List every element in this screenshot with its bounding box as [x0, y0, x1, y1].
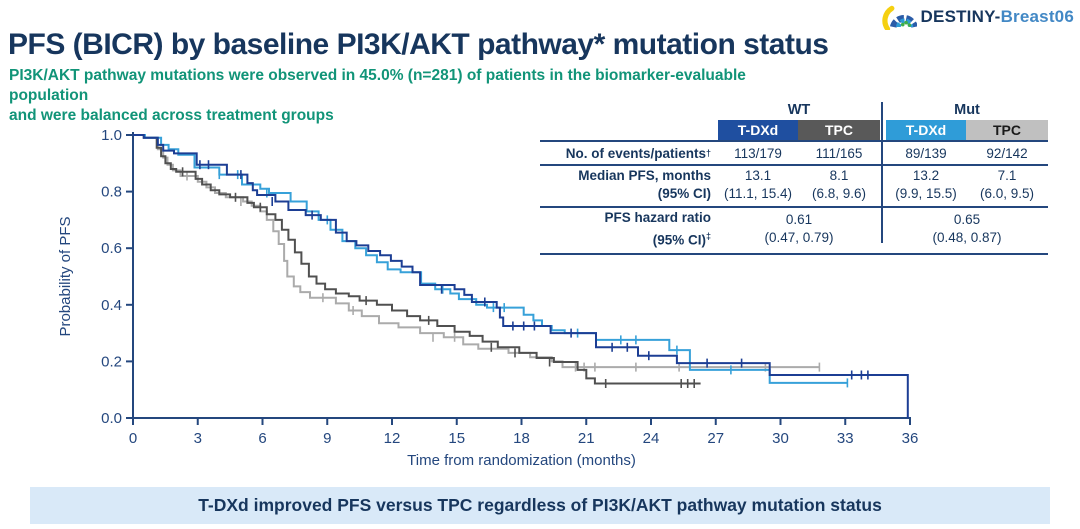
- col-header-tpc-wt: TPC: [798, 120, 880, 140]
- km-plot-svg: 0.00.20.40.60.81.00 3 6 9 12 15 18 21 24 27 30 33 36…: [57, 127, 919, 469]
- km-curve-tpc-mut-: [133, 134, 820, 369]
- events-label: No. of events/patients †: [565, 145, 711, 161]
- dagger-footnote-marker: †: [705, 148, 711, 158]
- x-tick-label: 36: [902, 430, 919, 447]
- col-header-tpc-mut: TPC: [966, 120, 1048, 140]
- group-header-wt: WT: [787, 102, 811, 118]
- table-row-median-pfs: Median PFS, months (95% CI) 13.1 (11.1, 15…: [540, 166, 1048, 208]
- results-table: WT Mut T-DXd TPC T-DXd TPC No. of events…: [540, 100, 1048, 255]
- page-title: PFS (BICR) by baseline PI3K/AKT pathway*…: [8, 28, 829, 61]
- km-curve-tpc-wt-: [133, 134, 701, 385]
- group-header-mut: Mut: [954, 102, 980, 118]
- y-tick-label: 1.0: [101, 127, 122, 144]
- logo-text-destiny: DESTINY-: [920, 6, 1001, 26]
- median-tpc-mut: 7.1 (6.0, 9.5): [979, 168, 1035, 201]
- km-plot: 0.0 0.2 0.4 0.6 0.8 1.0 0 3 6 9 12 15 18 21 24 27 30 33 36…: [40, 122, 970, 477]
- events-tpc-mut: 92/142: [986, 145, 1028, 161]
- x-tick-label: 27: [707, 430, 724, 447]
- col-header-tdxd-mut: T-DXd: [886, 120, 966, 140]
- x-tick-label: 12: [384, 430, 401, 447]
- conclusion-text: T-DXd improved PFS versus TPC regardless…: [198, 495, 882, 515]
- x-tick-label: 3: [194, 430, 202, 447]
- km-curve-t-dxd-wt-: [133, 134, 909, 418]
- x-tick-label: 15: [448, 430, 465, 447]
- events-tpc-wt: 111/165: [815, 145, 863, 161]
- y-tick-label: 0.6: [101, 240, 122, 257]
- table-column-header-row: T-DXd TPC T-DXd TPC: [540, 120, 1048, 140]
- subtitle-line-2: and were balanced across treatment group…: [9, 107, 334, 124]
- col-header-tdxd-wt: T-DXd: [718, 120, 798, 140]
- x-tick-label: 30: [772, 430, 789, 447]
- y-tick-label: 0.0: [101, 410, 122, 427]
- logo-text-breast06: Breast06: [1000, 6, 1074, 26]
- wt-mut-divider-line: [881, 102, 883, 243]
- events-tdxd-mut: 89/139: [905, 145, 947, 161]
- median-tdxd-mut: 13.2 (9.9, 15.5): [895, 168, 957, 201]
- x-tick-label: 18: [513, 430, 530, 447]
- y-tick-label: 0.8: [101, 184, 122, 201]
- x-tick-label: 33: [837, 430, 854, 447]
- x-tick-label: 21: [578, 430, 595, 447]
- events-tdxd-wt: 113/179: [734, 145, 782, 161]
- median-pfs-label: Median PFS, months (95% CI): [578, 168, 711, 201]
- destiny-logo-icon: [881, 5, 917, 30]
- double-dagger-footnote-marker: ‡: [705, 231, 711, 241]
- y-tick-label: 0.2: [101, 353, 122, 370]
- median-tpc-wt: 8.1 (6.8, 9.6): [811, 168, 867, 201]
- y-axis-title: Probability of PFS: [57, 216, 74, 336]
- x-tick-label: 6: [258, 430, 266, 447]
- y-tick-label: 0.4: [101, 297, 122, 314]
- x-tick-label: 24: [643, 430, 660, 447]
- hazard-ratio-label: PFS hazard ratio (95% CI)‡: [604, 210, 711, 248]
- subtitle-line-1: PI3K/AKT pathway mutations were observed…: [9, 67, 746, 104]
- hazard-ratio-mut: 0.65 (0.48, 0.87): [932, 212, 1002, 246]
- hazard-ratio-wt: 0.61 (0.47, 0.79): [764, 212, 834, 246]
- table-row-events: No. of events/patients † 113/179 111/165 …: [540, 140, 1048, 166]
- conclusion-banner: T-DXd improved PFS versus TPC regardless…: [30, 487, 1050, 524]
- median-tdxd-wt: 13.1 (11.1, 15.4): [723, 168, 793, 201]
- x-tick-label: 9: [323, 430, 331, 447]
- x-tick-label: 0: [129, 430, 137, 447]
- subtitle: PI3K/AKT pathway mutations were observed…: [9, 66, 829, 126]
- table-group-header-row: WT Mut: [540, 100, 1048, 120]
- logo-wordmark: DESTINY-Breast06: [921, 7, 1074, 27]
- destiny-breast06-logo: DESTINY-Breast06: [879, 3, 1074, 30]
- x-axis-title: Time from randomization (months): [407, 452, 636, 469]
- table-row-hazard-ratio: PFS hazard ratio (95% CI)‡ 0.61 (0.47, 0.7…: [540, 208, 1048, 255]
